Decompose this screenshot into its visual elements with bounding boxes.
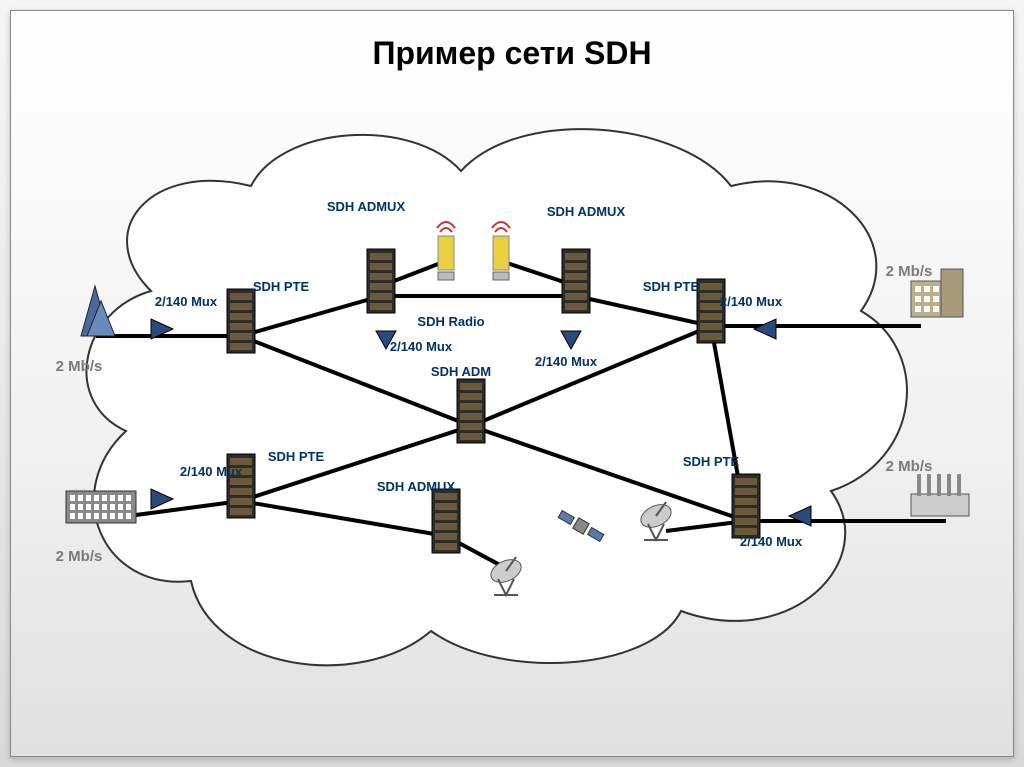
slide-frame: Пример сети SDH SDH PTESDH PTESDH PTESDH…: [10, 10, 1014, 757]
rate-label: 2 Mb/s: [56, 358, 103, 375]
radio-label: SDH Radio: [417, 314, 484, 329]
mux-label: 2/140 Mux: [720, 294, 783, 309]
server-rack: [367, 249, 395, 313]
server-rack: [697, 279, 725, 343]
server-rack: [562, 249, 590, 313]
mux-label: 2/140 Mux: [390, 339, 453, 354]
node-label: SDH ADMUX: [327, 199, 406, 214]
slide-title: Пример сети SDH: [11, 35, 1013, 72]
mux-label: 2/140 Mux: [155, 294, 218, 309]
mux-label: 2/140 Mux: [535, 354, 598, 369]
building-icon: [66, 491, 136, 523]
mux-label: 2/140 Mux: [180, 464, 243, 479]
building-icon: [81, 286, 115, 336]
mux-label: 2/140 Mux: [740, 534, 803, 549]
node-label: SDH PTE: [643, 279, 700, 294]
node-label: SDH ADMUX: [547, 204, 626, 219]
server-rack: [457, 379, 485, 443]
server-rack: [432, 489, 460, 553]
node-label: SDH ADM: [431, 364, 491, 379]
rate-label: 2 Mb/s: [886, 458, 933, 475]
node-label: SDH PTE: [683, 454, 740, 469]
rate-label: 2 Mb/s: [56, 548, 103, 565]
node-label: SDH PTE: [253, 279, 310, 294]
node-label: SDH ADMUX: [377, 479, 456, 494]
network-diagram: SDH PTE SDH PTE SDH PTE SDH PTE SDH ADMUX SDH…: [31, 91, 991, 711]
node-label: SDH PTE: [268, 449, 325, 464]
rate-label: 2 Mb/s: [886, 263, 933, 280]
cloud-shape: [86, 129, 906, 665]
server-rack: [732, 474, 760, 538]
server-rack: [227, 289, 255, 353]
building-icon: [911, 474, 969, 516]
